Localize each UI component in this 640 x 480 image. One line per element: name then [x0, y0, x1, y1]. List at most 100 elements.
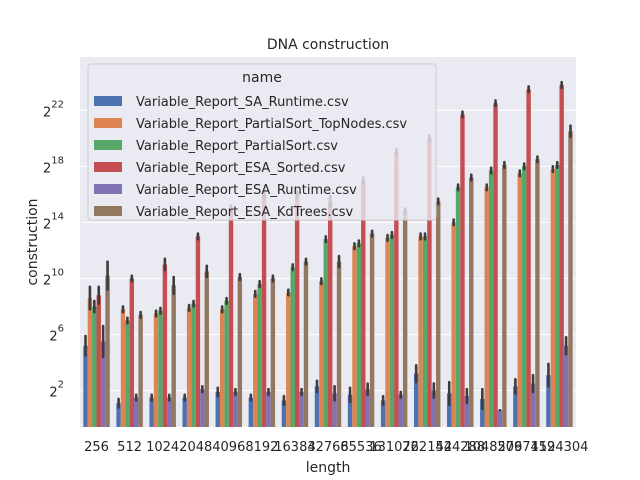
legend-label: Variable_Report_ESA_Runtime.csv: [136, 183, 357, 198]
bar: [546, 375, 551, 427]
legend-swatch: [94, 140, 122, 150]
bar: [398, 394, 403, 427]
bar: [303, 261, 309, 427]
bar: [493, 103, 498, 427]
x-tick-label: 32768: [307, 440, 348, 455]
bar: [323, 239, 328, 427]
bar: [261, 194, 267, 427]
x-tick-label: 512: [117, 440, 142, 455]
bar: [422, 236, 428, 427]
bar: [134, 397, 139, 427]
legend-swatch: [94, 118, 122, 128]
bar: [336, 261, 342, 427]
bar: [167, 397, 172, 427]
x-tick-label: 131072: [369, 440, 419, 455]
bar: [402, 211, 408, 427]
bar: [418, 236, 423, 427]
bar: [464, 396, 470, 427]
y-tick-label: 210: [43, 267, 64, 288]
legend-label: Variable_Report_ESA_KdTrees.csv: [136, 205, 354, 220]
legend-label: Variable_Report_ESA_Sorted.csv: [136, 161, 346, 176]
bar: [550, 169, 556, 427]
bar: [559, 85, 564, 427]
bar: [365, 389, 370, 427]
bar: [224, 300, 229, 427]
bar: [521, 166, 527, 427]
y-tick-label: 26: [49, 324, 64, 345]
bar: [237, 277, 243, 427]
bar: [502, 164, 507, 427]
bar: [394, 152, 399, 427]
x-tick-label: 1048576: [464, 440, 522, 455]
bar: [356, 243, 362, 427]
bar: [530, 383, 536, 427]
legend-swatch: [94, 96, 122, 106]
bar: [517, 173, 522, 427]
bar: [328, 201, 333, 427]
bar: [182, 397, 187, 427]
bar: [191, 303, 196, 427]
y-tick-label: 218: [43, 155, 64, 176]
bar: [451, 222, 456, 427]
bar: [129, 278, 135, 427]
bar: [480, 398, 485, 427]
bar: [100, 341, 106, 427]
bar: [96, 295, 101, 427]
bar: [257, 284, 262, 427]
bar: [83, 345, 88, 427]
bar: [431, 390, 437, 427]
legend-entries: Variable_Report_SA_Runtime.csv Variable_R…: [94, 95, 407, 220]
bar: [233, 391, 238, 427]
bar: [352, 246, 357, 427]
legend-label: Variable_Report_PartialSort_TopNodes.csv: [136, 117, 407, 132]
bar: [413, 373, 419, 427]
bar: [488, 170, 494, 428]
bar: [186, 307, 192, 427]
bar: [332, 393, 337, 427]
bar: [497, 410, 503, 427]
bar: [380, 400, 386, 427]
bar: [171, 285, 176, 427]
bar: [228, 208, 234, 427]
bar: [87, 298, 93, 427]
x-tick-labels: 256 512 1024 2048 4096 8192163843276865536131…: [84, 440, 588, 455]
bar: [158, 310, 163, 427]
x-tick-label: 16384: [274, 440, 315, 455]
bar: [125, 320, 130, 427]
bar: [219, 309, 225, 427]
bar: [484, 187, 489, 427]
bar: [427, 138, 432, 427]
legend-title: name: [242, 70, 282, 86]
x-axis-label: length: [306, 460, 351, 476]
bar: [568, 131, 573, 427]
bar: [460, 114, 465, 427]
y-tick-labels: 22 26 210 214 218 222: [43, 99, 64, 400]
bar: [436, 201, 441, 427]
bar: [116, 403, 121, 427]
bar: [120, 309, 126, 427]
chart-title: DNA construction: [267, 37, 389, 53]
bar: [299, 391, 304, 427]
bar: [105, 275, 110, 427]
bar: [92, 306, 97, 427]
x-tick-label: 2048: [179, 440, 212, 455]
x-tick-label: 256: [84, 440, 109, 455]
bar: [555, 164, 560, 427]
legend-swatch: [94, 162, 122, 172]
bar: [361, 180, 366, 427]
bar: [535, 159, 540, 427]
x-tick-label: 262144: [402, 440, 452, 455]
legend-swatch: [94, 184, 122, 194]
bar: [347, 394, 353, 427]
bar: [385, 237, 390, 427]
bar: [281, 400, 287, 427]
bar: [149, 397, 154, 427]
bar: [294, 194, 300, 427]
x-tick-label: 1024: [146, 440, 179, 455]
bar: [286, 292, 291, 427]
bar: [526, 89, 531, 427]
x-tick-label: 4194304: [531, 440, 589, 455]
bar: [270, 278, 276, 427]
bar: [389, 234, 395, 427]
